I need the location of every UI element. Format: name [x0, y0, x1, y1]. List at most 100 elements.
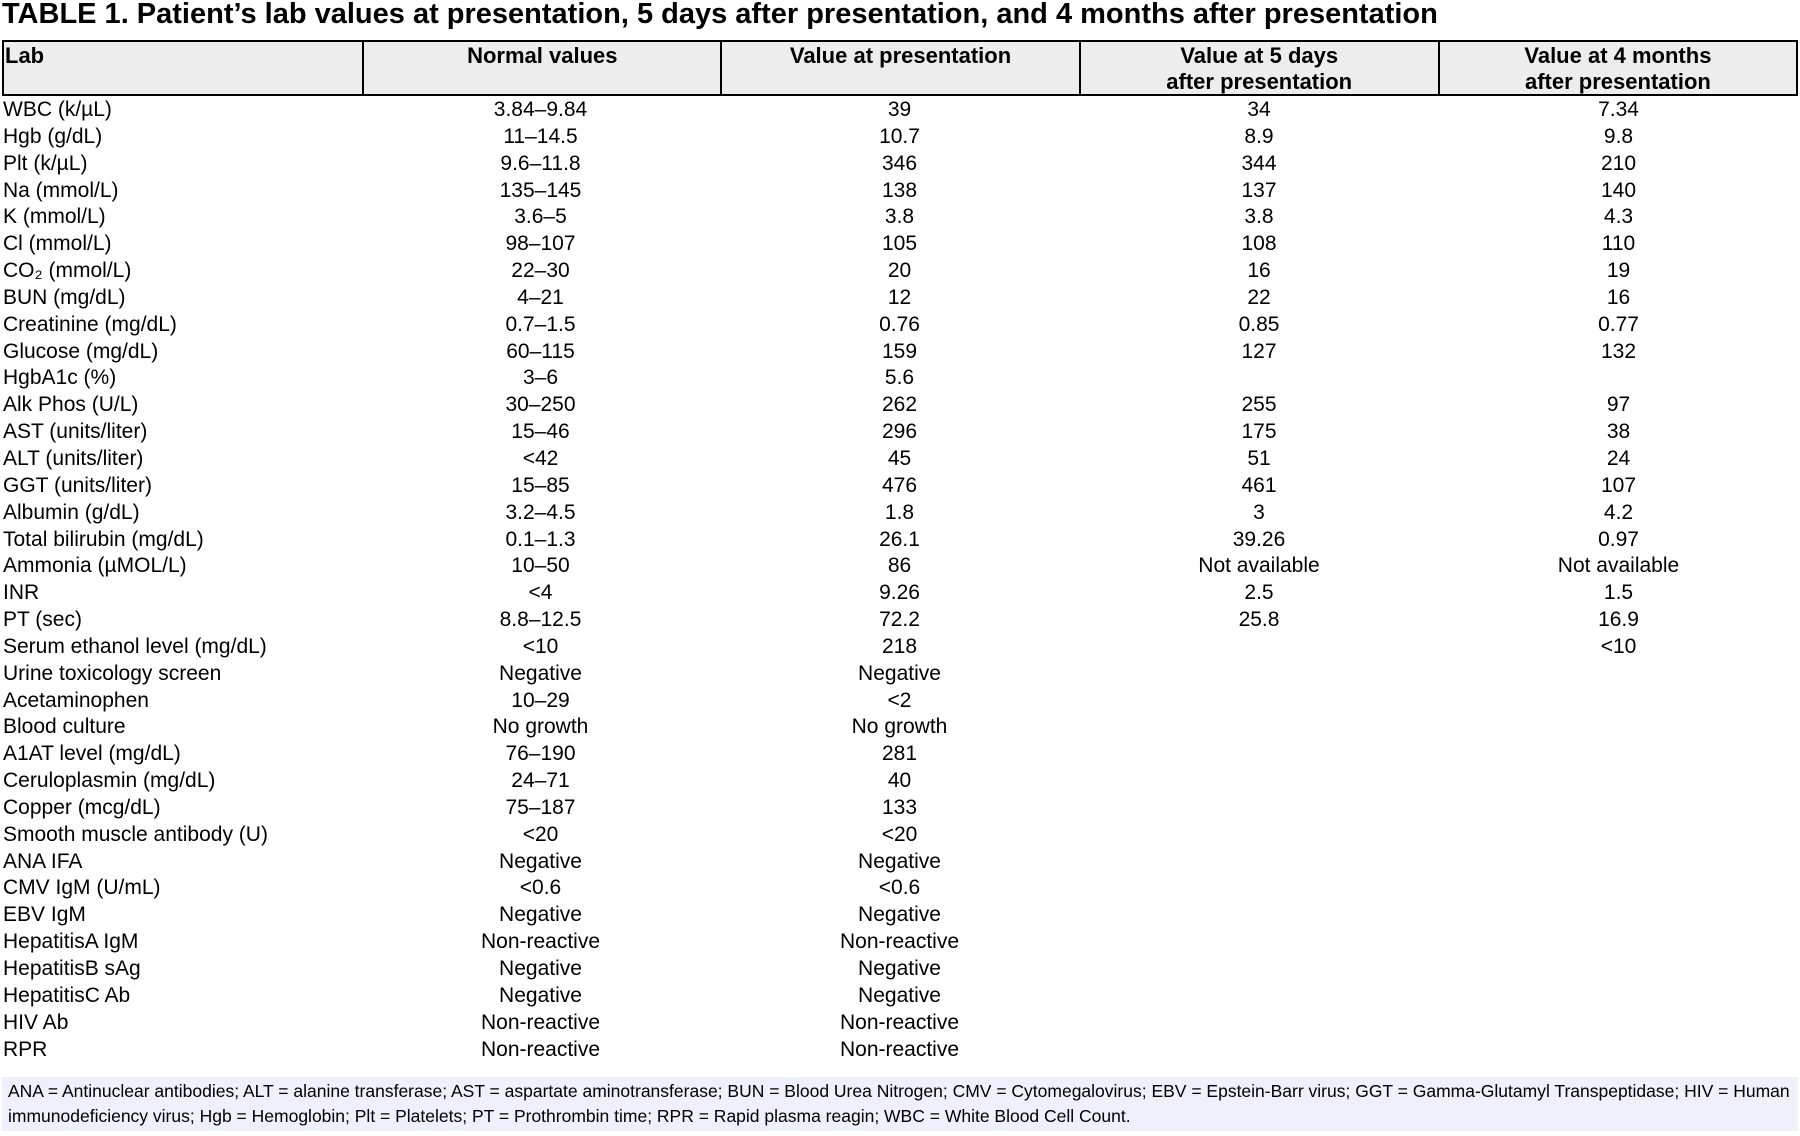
cell-value-at-presentation: Non-reactive — [839, 930, 960, 954]
cell-value-5-days: 51 — [1247, 446, 1271, 470]
cell-lab: K (mmol/L) — [3, 205, 106, 229]
header-value-at-presentation-line1: Value at presentation — [789, 43, 1012, 68]
cell-value-at-presentation: Negative — [858, 903, 941, 927]
cell-normal-values: Negative — [499, 983, 582, 1007]
cell-normal-values: 15–46 — [511, 420, 570, 444]
cell-value-at-presentation: 40 — [887, 769, 912, 793]
cell-value-at-presentation: 476 — [881, 473, 918, 497]
header-normal-values-line1: Normal values — [467, 43, 618, 68]
table-row: Acetaminophen 10–29 <2 — [2, 688, 1798, 715]
cell-value-at-presentation: <0.6 — [878, 876, 921, 900]
cell-lab: BUN (mg/dL) — [3, 285, 126, 309]
table-row: RPR Non-reactive Non-reactive — [2, 1037, 1798, 1064]
table-header-row: Lab Normal values Value at presentation … — [2, 40, 1798, 96]
cell-value-5-days: 0.85 — [1238, 312, 1280, 336]
header-value-at-presentation: Value at presentation — [720, 42, 1078, 94]
table-row: INR <4 9.26 2.5 1.5 — [2, 580, 1798, 607]
table-row: ANA IFA Negative Negative — [2, 849, 1798, 876]
header-lab: Lab — [4, 42, 362, 94]
cell-value-5-days: 3.8 — [1244, 205, 1274, 229]
cell-value-4-months: 1.5 — [1603, 581, 1634, 605]
cell-value-at-presentation: 0.76 — [879, 312, 920, 336]
cell-value-4-months: 97 — [1606, 393, 1631, 417]
cell-lab: RPR — [3, 1037, 48, 1061]
table-row: Serum ethanol level (mg/dL) <10 218 <10 — [2, 634, 1798, 661]
table-row: Plt (k/µL) 9.6–11.8 346 344 210 — [2, 151, 1798, 178]
table-row: Cl (mmol/L) 98–107 105 108 110 — [2, 231, 1798, 258]
cell-normal-values: 3.2–4.5 — [505, 500, 576, 524]
cell-value-4-months: 110 — [1601, 232, 1636, 256]
table-row: HIV Ab Non-reactive Non-reactive — [2, 1010, 1798, 1037]
cell-value-5-days — [1079, 795, 1439, 822]
cell-normal-values: Negative — [499, 661, 582, 685]
cell-value-at-presentation: Non-reactive — [839, 1037, 960, 1061]
cell-lab: WBC (k/µL) — [3, 98, 112, 121]
cell-value-4-months: 7.34 — [1598, 98, 1639, 121]
cell-value-at-presentation: 45 — [887, 446, 912, 470]
cell-lab: GGT (units/liter) — [3, 473, 152, 497]
header-value-5-days: Value at 5 days after presentation — [1078, 42, 1438, 94]
table-row: WBC (k/µL) 3.84–9.84 39 34 7.34 — [2, 97, 1798, 124]
cell-value-4-months: 4.3 — [1603, 205, 1634, 229]
table-row: Total bilirubin (mg/dL) 0.1–1.3 26.1 39.26 0… — [2, 527, 1798, 554]
cell-value-5-days — [1079, 1010, 1439, 1037]
cell-lab: ALT (units/liter) — [3, 446, 144, 470]
cell-value-4-months: 19 — [1606, 259, 1631, 283]
cell-value-at-presentation: 296 — [881, 420, 918, 444]
cell-lab: Creatinine (mg/dL) — [3, 312, 177, 336]
cell-normal-values: <42 — [522, 446, 559, 470]
cell-value-4-months — [1439, 1010, 1798, 1037]
table-row: Glucose (mg/dL) 60–115 159 127 132 — [2, 339, 1798, 366]
cell-value-4-months: 107 — [1600, 473, 1637, 497]
cell-value-4-months — [1439, 849, 1798, 876]
cell-value-5-days — [1079, 929, 1439, 956]
cell-value-5-days: 2.5 — [1244, 581, 1274, 605]
cell-value-5-days: 108 — [1241, 232, 1277, 256]
cell-normal-values: Negative — [499, 849, 582, 873]
cell-value-5-days: 22 — [1247, 285, 1271, 309]
header-value-4-months-line1: Value at 4 months — [1524, 43, 1712, 68]
cell-value-at-presentation: Non-reactive — [839, 1010, 960, 1034]
cell-value-at-presentation: 218 — [881, 634, 918, 658]
cell-value-at-presentation: 105 — [881, 232, 918, 256]
cell-value-4-months — [1439, 956, 1798, 983]
table-row: HepatitisB sAg Negative Negative — [2, 956, 1798, 983]
table-row: Urine toxicology screen Negative Negative — [2, 661, 1798, 688]
header-value-4-months: Value at 4 months after presentation — [1437, 42, 1796, 94]
cell-value-5-days — [1079, 956, 1439, 983]
cell-value-4-months: 210 — [1600, 151, 1637, 175]
table-row: EBV IgM Negative Negative — [2, 902, 1798, 929]
table-row: PT (sec) 8.8–12.5 72.2 25.8 16.9 — [2, 607, 1798, 634]
cell-normal-values: 0.1–1.3 — [505, 527, 576, 551]
cell-lab: HgbA1c (%) — [3, 366, 117, 390]
cell-normal-values: 60–115 — [506, 339, 575, 363]
cell-value-5-days — [1079, 768, 1439, 795]
cell-lab: Acetaminophen — [3, 688, 149, 712]
table-row: HepatitisA IgM Non-reactive Non-reactive — [2, 929, 1798, 956]
cell-value-at-presentation: <2 — [887, 688, 912, 712]
cell-normal-values: 75–187 — [505, 795, 576, 819]
cell-normal-values: 3.6–5 — [514, 205, 567, 229]
cell-normal-values: 9.6–11.8 — [500, 151, 581, 175]
cell-value-5-days — [1079, 714, 1439, 741]
cell-value-4-months — [1439, 741, 1798, 768]
header-normal-values: Normal values — [362, 42, 720, 94]
cell-value-5-days: Not available — [1198, 554, 1320, 578]
cell-normal-values: 11–14.5 — [503, 124, 578, 148]
table-title: TABLE 1. Patient’s lab values at present… — [2, 0, 1438, 30]
cell-value-5-days: 25.8 — [1238, 608, 1280, 632]
cell-normal-values: 10–29 — [511, 688, 570, 712]
cell-value-5-days — [1079, 365, 1439, 392]
cell-value-4-months: 4.2 — [1603, 500, 1634, 524]
cell-lab: Glucose (mg/dL) — [3, 339, 159, 363]
cell-value-4-months: 16 — [1606, 285, 1631, 309]
cell-value-at-presentation: 26.1 — [879, 527, 920, 551]
cell-lab: CO₂ (mmol/L) — [3, 259, 132, 283]
cell-value-4-months — [1439, 929, 1798, 956]
cell-value-4-months: 9.8 — [1603, 124, 1634, 148]
cell-value-4-months: 140 — [1600, 178, 1637, 202]
cell-value-at-presentation: 10.7 — [879, 124, 920, 148]
cell-value-at-presentation: 133 — [881, 795, 918, 819]
cell-value-at-presentation: Negative — [858, 849, 941, 873]
cell-lab: HepatitisC Ab — [3, 983, 131, 1007]
